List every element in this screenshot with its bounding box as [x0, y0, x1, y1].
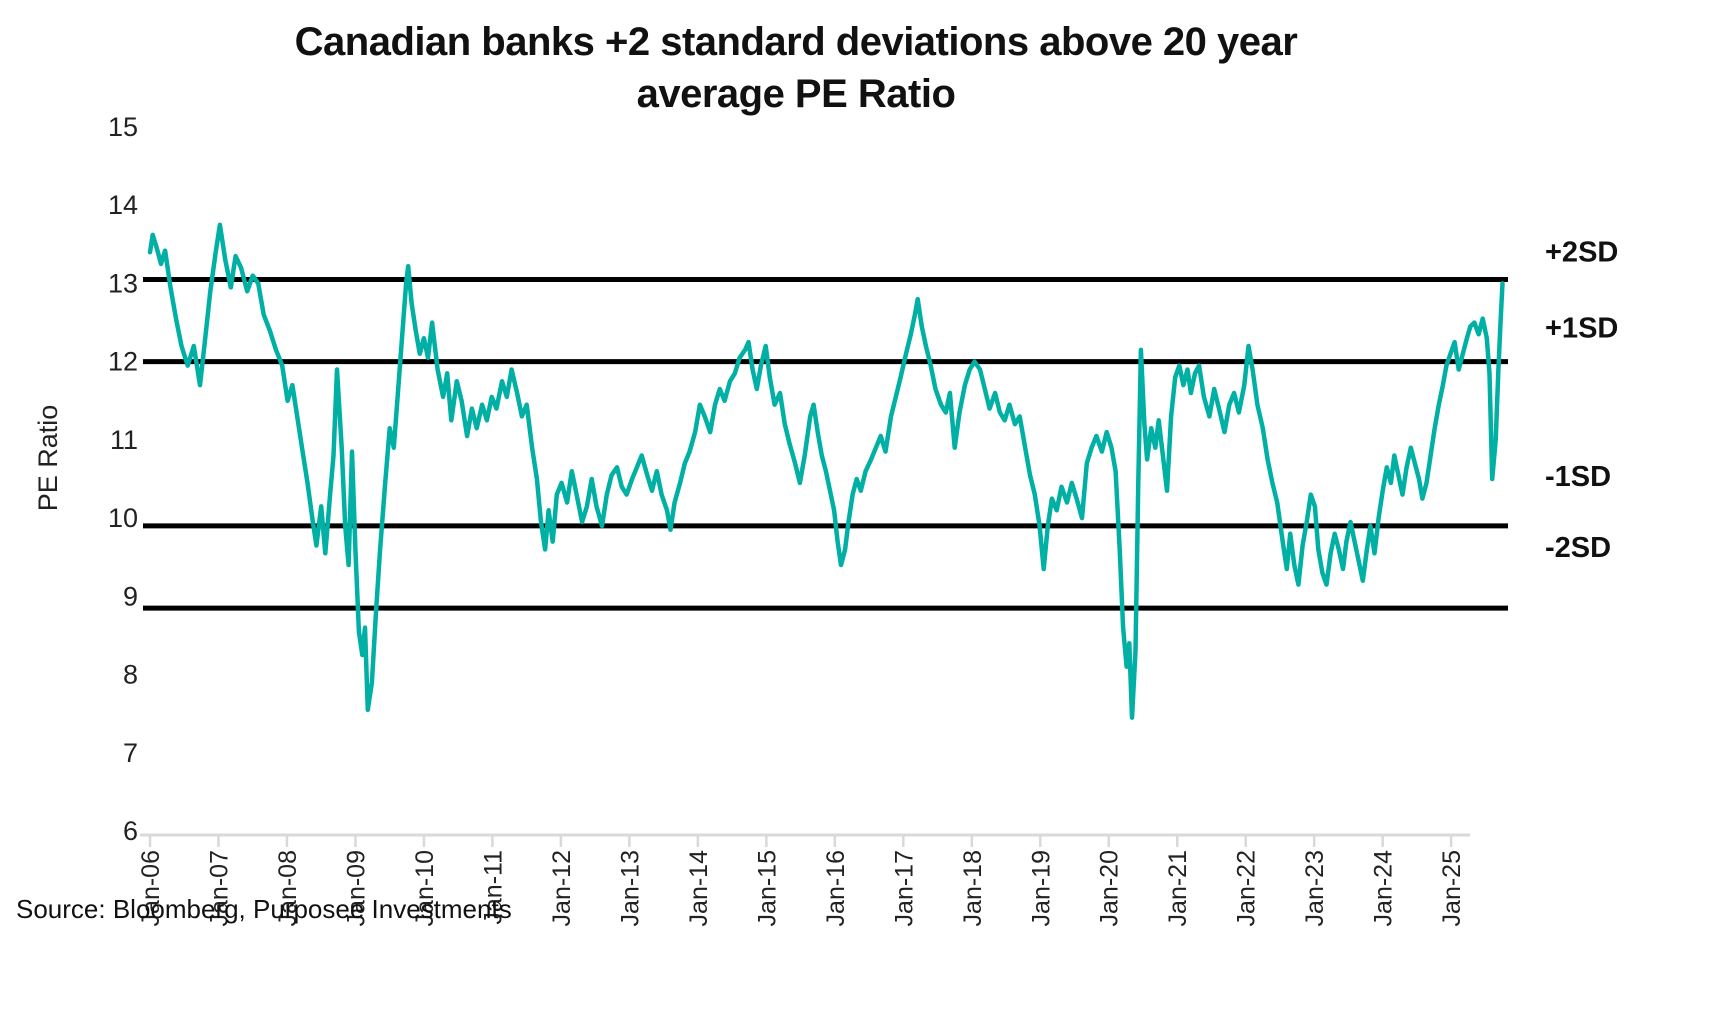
series-line: [147, 222, 1505, 720]
x-tick-label: Jan-20: [1096, 850, 1124, 926]
x-tick-label: Jan-23: [1301, 850, 1329, 926]
x-tick-label: Jan-07: [205, 850, 233, 926]
pe-ratio-series: [147, 222, 1505, 720]
y-tick-label: 12: [108, 347, 138, 377]
x-axis: [140, 833, 1470, 847]
sd-label: +1SD: [1545, 313, 1618, 345]
x-tick-label: Jan-13: [616, 850, 644, 926]
x-tick-label: Jan-21: [1164, 850, 1192, 926]
x-tick-label: Jan-19: [1027, 850, 1055, 926]
sd-label: -1SD: [1545, 461, 1611, 493]
y-tick-label: 8: [123, 660, 138, 690]
x-tick-label: Jan-25: [1438, 850, 1466, 926]
y-axis-tick-labels: 15 14 13 12 11 10 9 8 7 6: [108, 112, 138, 846]
chart-title: Canadian banks +2 standard deviations ab…: [295, 20, 1298, 116]
x-tick-label: Jan-08: [274, 850, 302, 926]
x-tick-label: Jan-24: [1370, 850, 1398, 927]
sd-label: -2SD: [1545, 532, 1611, 564]
y-tick-label: 10: [108, 503, 138, 533]
chart-title-line1: Canadian banks +2 standard deviations ab…: [295, 20, 1298, 64]
x-tick-label: Jan-15: [753, 850, 781, 926]
x-tick-label: Jan-09: [342, 850, 370, 926]
x-tick-label: Jan-14: [685, 850, 713, 927]
y-tick-label: 6: [123, 816, 138, 846]
source-note: Source: Bloomberg, Purposee Investments: [16, 894, 512, 924]
standard-deviation-labels: +2SD +1SD -1SD -2SD: [1545, 237, 1618, 565]
chart-title-line2: average PE Ratio: [637, 72, 956, 116]
x-tick-label: Jan-11: [479, 850, 507, 925]
y-tick-label: 11: [110, 425, 138, 455]
y-tick-label: 13: [108, 268, 138, 298]
x-tick-label: Jan-17: [890, 850, 918, 926]
y-tick-label: 7: [123, 738, 138, 768]
y-tick-label: 14: [108, 190, 138, 220]
x-tick-label: Jan-12: [548, 850, 576, 926]
x-tick-label: Jan-22: [1233, 850, 1261, 926]
x-tick-label: Jan-18: [959, 850, 987, 926]
x-tick-label: Jan-16: [822, 850, 850, 926]
y-tick-label: 15: [108, 112, 138, 142]
y-axis-title: PE Ratio: [33, 405, 63, 512]
y-tick-label: 9: [123, 581, 138, 611]
sd-label: +2SD: [1545, 237, 1618, 269]
x-axis-tick-labels: Jan-06 Jan-07 Jan-08 Jan-09 Jan-10 Jan-11 Jan-…: [137, 850, 1466, 927]
x-tick-label: Jan-10: [411, 850, 439, 926]
x-tick-label: Jan-06: [137, 850, 165, 926]
